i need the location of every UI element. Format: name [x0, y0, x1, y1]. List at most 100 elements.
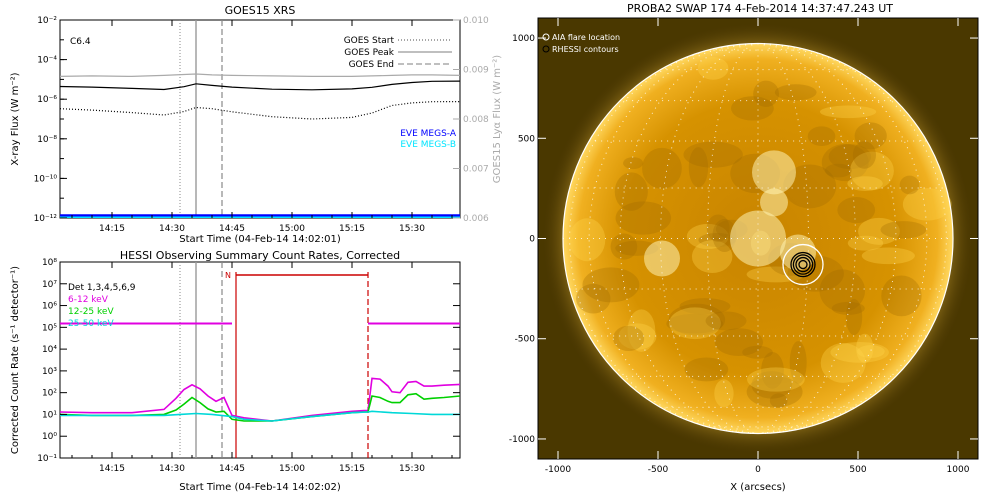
sun-texture — [769, 393, 788, 408]
goes-y2label: GOES15 Lyα Flux (W m⁻²) — [492, 55, 503, 183]
goes-panel: GOES15 XRS 14:15 14:30 14:45 15:00 15:15 15:3… — [10, 4, 503, 245]
sun-texture — [820, 343, 866, 383]
goes-ytick-label: 10⁻¹⁰ — [34, 174, 58, 184]
sun-active-region — [760, 188, 788, 217]
rhessi-legend-icon — [542, 45, 550, 53]
sun-texture — [774, 84, 817, 101]
sun-texture — [828, 144, 872, 170]
goes-xtick-label: 15:30 — [399, 224, 425, 234]
swap-xtick-label: -1000 — [545, 465, 571, 475]
sun-texture — [627, 309, 656, 352]
hessi-ytick-label: 10⁵ — [42, 323, 57, 333]
goes-legend-label: GOES Peak — [344, 48, 394, 58]
hessi-legend-label: Det 1,3,4,5,6,9 — [68, 283, 136, 293]
sun-texture — [569, 218, 606, 262]
hessi-plot-frame — [59, 261, 461, 459]
sun-texture — [669, 307, 721, 340]
goes-y2tick-label: 0.006 — [463, 214, 489, 224]
sun-texture — [821, 143, 869, 182]
hessi-title: HESSI Observing Summary Count Rates, Cor… — [120, 249, 400, 262]
swap-ytick-label: 500 — [518, 134, 535, 144]
goes-y2tick-label: 0.007 — [463, 165, 489, 175]
sun-texture — [666, 313, 724, 334]
hessi-xtick-label: 14:30 — [159, 464, 185, 474]
hessi-ytick-label: 10³ — [42, 367, 57, 377]
goes-ytick-label: 10⁻⁶ — [37, 95, 57, 105]
sun-texture — [902, 188, 952, 221]
goes-legend2-label: EVE MEGS-B — [400, 140, 456, 150]
swap-xtick-label: 500 — [849, 465, 866, 475]
goes-legend-label: GOES Start — [344, 36, 395, 46]
goes-plot-frame — [59, 19, 461, 219]
swap-legend-label: RHESSI contours — [552, 45, 619, 54]
hessi-ytick-label: 10⁴ — [42, 345, 57, 355]
sun-texture — [679, 298, 731, 315]
goes-series-1 — [60, 101, 460, 120]
swap-legend-label: AIA flare location — [552, 33, 620, 42]
goes-legend2-label: EVE MEGS-A — [400, 129, 457, 139]
sun-active-region — [752, 150, 796, 195]
sun-texture — [807, 126, 836, 146]
hessi-series-0 — [60, 377, 460, 422]
sun-texture — [830, 341, 889, 363]
hessi-ytick-label: 10⁶ — [42, 302, 57, 312]
sun-texture — [858, 217, 900, 245]
sun-texture — [691, 240, 733, 274]
goes-xtick-label: 14:15 — [99, 224, 125, 234]
aia-legend-icon — [542, 33, 550, 41]
swap-xtick-label: -500 — [648, 465, 669, 475]
sun-texture — [623, 157, 644, 170]
rhessi-contour — [795, 256, 811, 273]
hessi-xtick-label: 15:30 — [399, 464, 425, 474]
heliographic-grid — [563, 43, 953, 434]
goes-xlabel: Start Time (04-Feb-14 14:02:01) — [179, 234, 341, 245]
sun-texture — [576, 283, 611, 314]
grid-longitude — [757, 43, 947, 434]
hessi-legend-label: 6-12 keV — [68, 295, 109, 305]
hessi-legend-label: 12-25 keV — [68, 307, 114, 317]
goes-ytick-label: 10⁻² — [37, 16, 57, 26]
sun-texture — [642, 147, 682, 189]
hessi-series-2 — [60, 410, 460, 422]
goes-xtick-label: 14:45 — [219, 224, 245, 234]
sun-texture — [831, 301, 865, 315]
swap-panel: PROBA2 SWAP 174 4-Feb-2014 14:37:47.243 … — [509, 2, 979, 493]
hessi-xtick-label: 14:45 — [219, 464, 245, 474]
sun-texture — [847, 235, 884, 251]
rhessi-contour — [798, 259, 808, 270]
sun-texture — [761, 352, 784, 389]
goes-ytick-label: 10⁻⁴ — [37, 56, 57, 66]
sun-texture — [899, 175, 920, 195]
sun-texture — [847, 176, 883, 191]
hessi-xtick-label: 15:15 — [339, 464, 365, 474]
sun-texture — [684, 357, 729, 382]
goes-series-2 — [60, 73, 460, 78]
sun-active-region — [730, 210, 786, 267]
swap-xlabel: X (arcsecs) — [730, 482, 786, 493]
swap-xtick-label: 1000 — [947, 465, 970, 475]
sun-texture — [582, 267, 640, 303]
swap-xtick-label: 0 — [755, 465, 761, 475]
sun-texture — [746, 376, 803, 408]
sun-texture — [825, 163, 852, 178]
hessi-ytick-label: 10⁸ — [42, 258, 57, 268]
hessi-ytick-label: 10⁻¹ — [37, 454, 57, 464]
sun-texture — [714, 379, 734, 408]
sun-texture — [861, 247, 915, 265]
hessi-panel: HESSI Observing Summary Count Rates, Cor… — [10, 249, 461, 493]
sun-texture — [854, 122, 887, 150]
sun-active-region — [644, 240, 680, 277]
sun-texture — [746, 266, 806, 283]
rhessi-contour — [792, 254, 814, 275]
hessi-xlabel: Start Time (04-Feb-14 14:02:02) — [179, 482, 341, 493]
goes-y2tick-label: 0.009 — [463, 66, 489, 76]
sun-texture — [730, 96, 774, 121]
sun-texture — [610, 233, 638, 260]
hessi-xtick-label: 15:00 — [279, 464, 305, 474]
sun-texture — [742, 345, 773, 359]
goes-ytick-label: 10⁻¹² — [34, 214, 58, 224]
sun-texture — [789, 341, 807, 384]
sun-texture — [819, 105, 877, 119]
sun-texture — [849, 151, 894, 191]
hessi-legend-label: 25-50 keV — [68, 319, 114, 329]
